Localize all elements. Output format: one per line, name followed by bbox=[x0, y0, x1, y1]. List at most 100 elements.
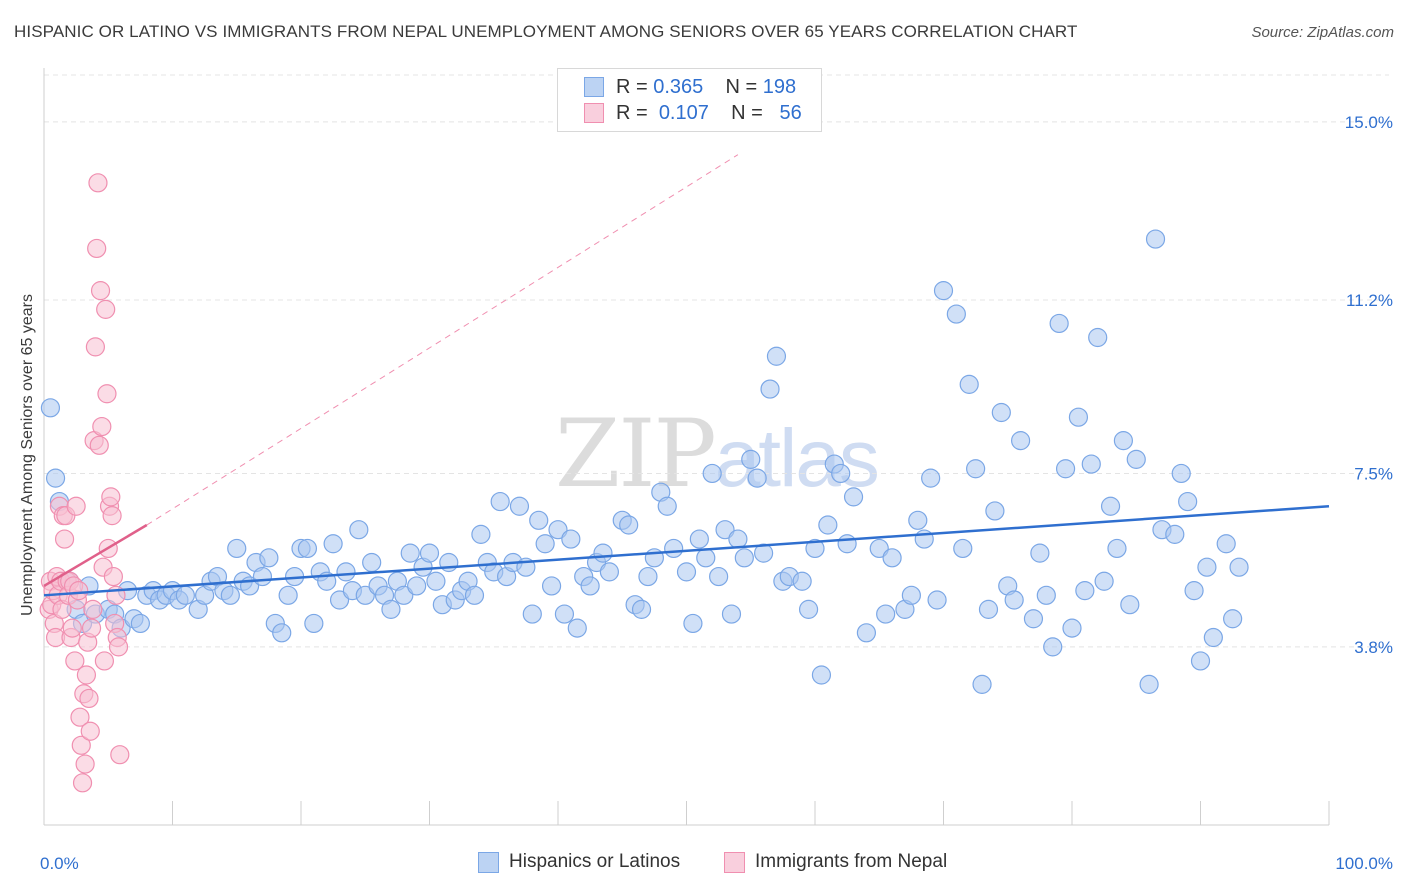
hispanics-point[interactable] bbox=[259, 548, 279, 568]
hispanics-point[interactable] bbox=[599, 562, 620, 582]
nepal-point[interactable] bbox=[81, 618, 102, 638]
hispanics-point[interactable] bbox=[792, 571, 812, 591]
hispanics-point[interactable] bbox=[959, 374, 979, 394]
nepal-point[interactable] bbox=[76, 665, 97, 685]
hispanics-point[interactable] bbox=[522, 604, 542, 624]
hispanics-point[interactable] bbox=[278, 585, 298, 605]
hispanics-point[interactable] bbox=[40, 398, 61, 418]
hispanics-point[interactable] bbox=[220, 585, 240, 605]
hispanics-point[interactable] bbox=[1100, 496, 1121, 516]
hispanics-point[interactable] bbox=[1126, 449, 1146, 469]
hispanics-point[interactable] bbox=[831, 463, 851, 484]
hispanics-point[interactable] bbox=[921, 468, 941, 488]
hispanics-point[interactable] bbox=[734, 548, 754, 568]
hispanics-point[interactable] bbox=[541, 576, 562, 596]
hispanics-point[interactable] bbox=[1229, 557, 1249, 577]
hispanics-point[interactable] bbox=[805, 538, 825, 559]
hispanics-point[interactable] bbox=[1049, 313, 1069, 334]
hispanics-point[interactable] bbox=[683, 613, 703, 634]
hispanics-point[interactable] bbox=[631, 599, 652, 619]
nepal-point[interactable] bbox=[88, 173, 108, 193]
hispanics-point[interactable] bbox=[349, 520, 369, 540]
hispanics-point[interactable] bbox=[1075, 581, 1095, 601]
hispanics-point[interactable] bbox=[355, 585, 375, 605]
hispanics-point[interactable] bbox=[1004, 590, 1024, 610]
hispanics-point[interactable] bbox=[1139, 674, 1159, 694]
hispanics-point[interactable] bbox=[1203, 627, 1223, 648]
hispanics-point[interactable] bbox=[419, 543, 440, 563]
nepal-point[interactable] bbox=[92, 416, 112, 437]
hispanics-point[interactable] bbox=[638, 566, 658, 587]
hispanics-point[interactable] bbox=[1120, 595, 1140, 615]
hispanics-point[interactable] bbox=[972, 674, 992, 694]
nepal-point[interactable] bbox=[87, 238, 107, 259]
hispanics-point[interactable] bbox=[1030, 543, 1050, 563]
nepal-point[interactable] bbox=[89, 435, 109, 455]
hispanics-point[interactable] bbox=[554, 604, 575, 624]
hispanics-point[interactable] bbox=[567, 618, 587, 638]
hispanics-point[interactable] bbox=[1107, 538, 1127, 559]
hispanics-point[interactable] bbox=[1184, 581, 1204, 601]
nepal-point[interactable] bbox=[108, 637, 129, 657]
nepal-point[interactable] bbox=[83, 599, 103, 619]
nepal-point[interactable] bbox=[62, 618, 82, 638]
hispanics-point[interactable] bbox=[1094, 571, 1114, 591]
hispanics-point[interactable] bbox=[1068, 407, 1089, 427]
hispanics-point[interactable] bbox=[1223, 609, 1243, 629]
hispanics-point[interactable] bbox=[1178, 491, 1198, 512]
hispanics-point[interactable] bbox=[696, 548, 716, 568]
hispanics-point[interactable] bbox=[464, 585, 485, 605]
hispanics-point[interactable] bbox=[407, 576, 427, 596]
hispanics-point[interactable] bbox=[856, 623, 877, 643]
hispanics-point[interactable] bbox=[394, 585, 414, 605]
nepal-point[interactable] bbox=[54, 529, 75, 549]
hispanics-point[interactable] bbox=[175, 585, 195, 605]
hispanics-point[interactable] bbox=[908, 510, 928, 530]
hispanics-point[interactable] bbox=[1081, 454, 1101, 474]
hispanics-point[interactable] bbox=[252, 566, 273, 587]
hispanics-point[interactable] bbox=[728, 529, 748, 549]
nepal-point[interactable] bbox=[71, 735, 91, 755]
nepal-point[interactable] bbox=[102, 506, 122, 526]
hispanics-point[interactable] bbox=[1088, 327, 1108, 348]
hispanics-point[interactable] bbox=[741, 449, 761, 469]
hispanics-point[interactable] bbox=[753, 543, 774, 563]
hispanics-point[interactable] bbox=[1010, 431, 1031, 451]
hispanics-point[interactable] bbox=[323, 534, 343, 554]
nepal-point[interactable] bbox=[96, 299, 116, 319]
hispanics-point[interactable] bbox=[985, 501, 1005, 521]
nepal-point[interactable] bbox=[85, 337, 106, 357]
hispanics-point[interactable] bbox=[966, 459, 986, 479]
hispanics-point[interactable] bbox=[715, 520, 735, 540]
hispanics-point[interactable] bbox=[400, 543, 420, 563]
hispanics-point[interactable] bbox=[760, 379, 780, 399]
hispanics-point[interactable] bbox=[837, 534, 857, 554]
nepal-point[interactable] bbox=[80, 721, 100, 741]
hispanics-point[interactable] bbox=[1165, 524, 1185, 544]
hispanics-point[interactable] bbox=[1055, 459, 1076, 479]
hispanics-point[interactable] bbox=[509, 496, 530, 516]
hispanics-point[interactable] bbox=[529, 510, 549, 530]
hispanics-point[interactable] bbox=[882, 548, 902, 568]
hispanics-point[interactable] bbox=[747, 468, 767, 488]
nepal-point[interactable] bbox=[103, 566, 123, 587]
hispanics-point[interactable] bbox=[676, 562, 697, 582]
legend-item-hispanics[interactable]: Hispanics or Latinos bbox=[478, 851, 680, 873]
nepal-point[interactable] bbox=[72, 773, 93, 793]
hispanics-point[interactable] bbox=[381, 599, 401, 619]
hispanics-point[interactable] bbox=[580, 576, 600, 596]
hispanics-point[interactable] bbox=[535, 534, 555, 554]
hispanics-point[interactable] bbox=[1197, 557, 1217, 577]
hispanics-point[interactable] bbox=[1036, 585, 1056, 605]
hispanics-point[interactable] bbox=[798, 599, 819, 619]
nepal-point[interactable] bbox=[101, 487, 121, 507]
hispanics-point[interactable] bbox=[304, 613, 324, 634]
hispanics-point[interactable] bbox=[1062, 618, 1082, 638]
hispanics-point[interactable] bbox=[227, 538, 247, 559]
hispanics-point[interactable] bbox=[548, 520, 568, 540]
hispanics-point[interactable] bbox=[721, 604, 742, 624]
hispanics-point[interactable] bbox=[933, 281, 954, 301]
hispanics-point[interactable] bbox=[766, 346, 787, 366]
hispanics-point[interactable] bbox=[1023, 609, 1044, 629]
hispanics-point[interactable] bbox=[953, 538, 973, 559]
